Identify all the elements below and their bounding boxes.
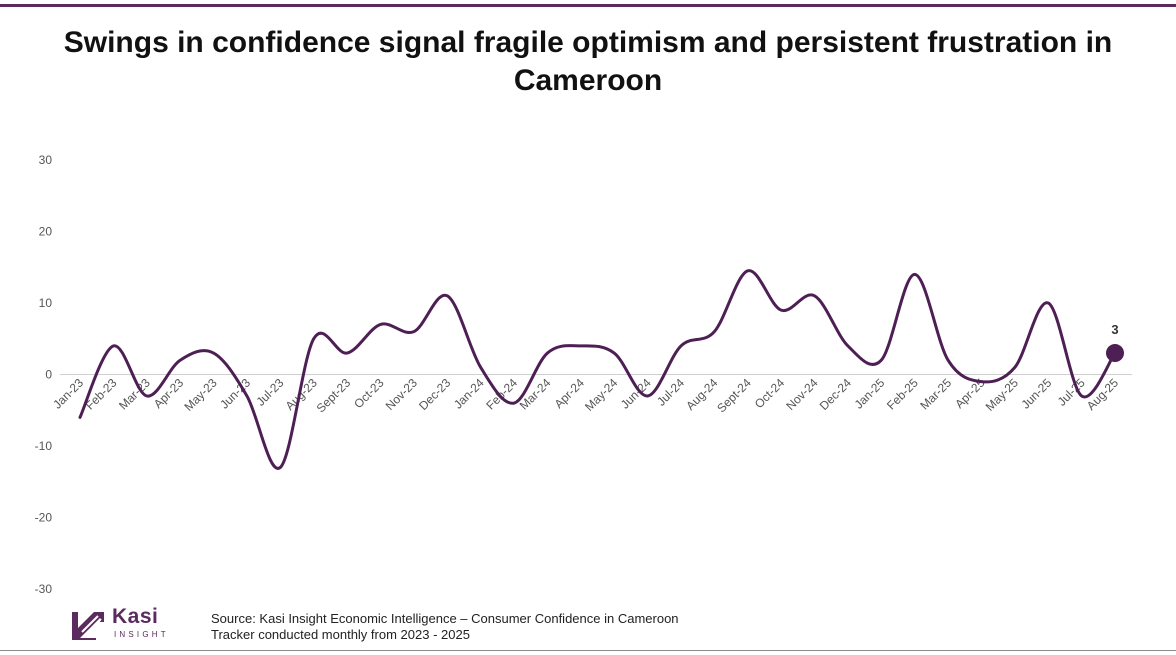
y-tick-label: -30 — [35, 582, 53, 596]
y-tick-label: 10 — [39, 296, 53, 310]
x-tick-label: Apr-24 — [552, 376, 588, 412]
source-line-2: Tracker conducted monthly from 2023 - 20… — [211, 627, 470, 642]
chart-title: Swings in confidence signal fragile opti… — [63, 26, 1113, 97]
highlight-point — [1106, 344, 1124, 363]
x-tick-label: Oct-24 — [752, 375, 788, 411]
x-tick-label: Dec-23 — [416, 375, 453, 412]
y-tick-label: 30 — [39, 153, 53, 167]
x-tick-label: Nov-24 — [783, 375, 820, 412]
bottom-rule — [0, 650, 1176, 651]
logo-subtitle: INSIGHT — [114, 630, 169, 639]
y-tick-label: 0 — [45, 368, 52, 382]
y-tick-label: 20 — [39, 225, 53, 239]
x-tick-label: Sept-23 — [314, 375, 354, 415]
x-tick-label: Jun-25 — [1018, 375, 1054, 411]
series-line — [78, 269, 1117, 470]
y-tick-label: -20 — [35, 511, 53, 525]
kasi-logo: Kasi INSIGHT — [70, 605, 180, 646]
x-tick-label: Jan-25 — [852, 375, 888, 411]
x-tick-label: May-24 — [582, 375, 620, 413]
x-tick-label: Nov-23 — [383, 375, 420, 412]
x-tick-label: Jan-23 — [50, 375, 86, 411]
highlight-data-label: 3 — [1111, 322, 1118, 337]
x-tick-label: Jun-23 — [217, 375, 253, 411]
top-rule — [0, 4, 1176, 7]
highlight-group: 3 — [1106, 322, 1124, 363]
x-tick-label: Feb-25 — [884, 375, 921, 412]
x-tick-label: Dec-24 — [817, 375, 854, 412]
x-tick-label: Jul-23 — [253, 375, 286, 408]
source-note: Source: Kasi Insight Economic Intelligen… — [211, 611, 679, 643]
x-tick-label: Sept-24 — [714, 375, 754, 415]
y-tick-label: -10 — [35, 439, 53, 453]
x-tick-label: Jul-25 — [1055, 375, 1088, 408]
source-line-1: Source: Kasi Insight Economic Intelligen… — [211, 611, 679, 626]
x-tick-label: Jan-24 — [451, 375, 487, 411]
x-tick-label: Mar-25 — [917, 375, 954, 412]
x-tick-label: Jun-24 — [618, 375, 654, 411]
y-axis: 30 20 10 0 -10 -20 -30 — [35, 153, 53, 596]
x-tick-label: Jul-24 — [654, 375, 687, 408]
x-tick-label: Oct-23 — [351, 375, 387, 411]
x-tick-label: May-23 — [181, 375, 219, 413]
kasi-logo-icon — [72, 612, 104, 640]
logo-name: Kasi — [112, 605, 159, 628]
